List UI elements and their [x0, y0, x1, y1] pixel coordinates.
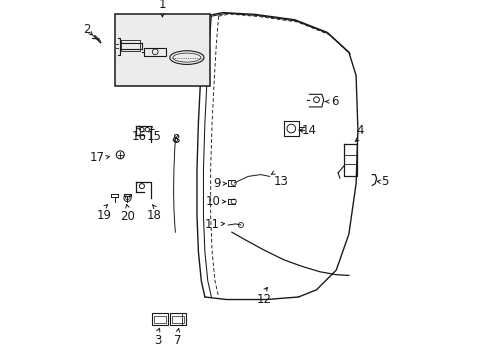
Text: 19: 19 — [97, 209, 111, 222]
Bar — [172, 316, 183, 323]
Bar — [169, 313, 185, 325]
Text: 1: 1 — [158, 0, 166, 11]
Text: 13: 13 — [273, 175, 288, 188]
Text: 14: 14 — [302, 124, 316, 137]
Text: 17: 17 — [90, 151, 104, 164]
Text: 5: 5 — [381, 175, 388, 188]
Text: 10: 10 — [205, 195, 220, 208]
Bar — [115, 14, 210, 86]
Text: 7: 7 — [174, 334, 181, 347]
Text: 8: 8 — [172, 133, 180, 146]
Text: 6: 6 — [330, 95, 338, 108]
Bar — [151, 313, 168, 325]
Text: 2: 2 — [83, 23, 90, 36]
Text: 9: 9 — [213, 177, 221, 190]
Text: 3: 3 — [154, 334, 162, 347]
Text: 18: 18 — [147, 209, 162, 222]
Text: 16: 16 — [131, 130, 146, 143]
Text: 20: 20 — [120, 210, 135, 222]
Text: 11: 11 — [204, 219, 219, 231]
Bar — [144, 48, 166, 56]
Text: 12: 12 — [256, 293, 271, 306]
Text: 4: 4 — [355, 124, 363, 137]
Bar — [154, 316, 165, 323]
Text: 15: 15 — [146, 130, 161, 143]
Bar — [121, 40, 140, 51]
